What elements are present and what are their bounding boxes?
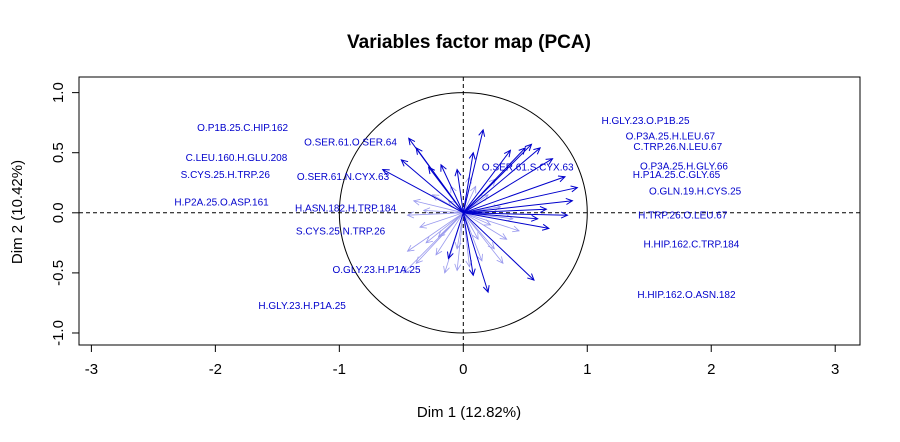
- variable-arrow: [381, 168, 464, 214]
- variable-arrow: [463, 211, 569, 219]
- x-tick-label: -1: [333, 361, 346, 378]
- variable-label: O.GLY.23.H.P1A.25: [333, 265, 421, 276]
- y-axis-label: Dim 2 (10.42%): [9, 160, 26, 264]
- faint-arrow: [419, 212, 464, 229]
- variable-arrows: [381, 128, 579, 294]
- faint-arrow: [425, 212, 464, 244]
- y-tick-label: 0.0: [50, 202, 67, 223]
- x-tick-label: 2: [707, 361, 715, 378]
- variable-arrow: [462, 212, 535, 281]
- plot-frame: [78, 76, 861, 346]
- variable-arrow: [462, 147, 542, 214]
- variable-label: O.SER.61.N.CYX.63: [297, 172, 390, 183]
- y-tick-label: 1.0: [50, 82, 67, 103]
- y-tick-label: -1.0: [50, 320, 67, 346]
- y-tick-label: -0.5: [50, 260, 67, 286]
- faint-arrow: [412, 198, 464, 214]
- variable-labels: O.P1B.25.C.HIP.162 O.SER.61.O.SER.64 C.LEU…: [174, 116, 741, 312]
- faint-arrows: [403, 175, 520, 274]
- variable-arrow: [463, 197, 574, 214]
- faint-arrow: [422, 207, 464, 215]
- variable-arrow: [454, 168, 464, 213]
- variable-label: S.CYS.25.H.TRP.26: [181, 170, 271, 181]
- variable-label: O.P3A.25.H.GLY.66: [640, 161, 728, 172]
- variable-arrow: [463, 185, 579, 214]
- variable-label: O.SER.61.O.SER.64: [304, 137, 397, 148]
- faint-arrow: [463, 212, 492, 226]
- x-axis: -3 -2 -1 0 1 2 3: [85, 345, 839, 378]
- variable-arrow: [462, 128, 486, 213]
- faint-arrow: [463, 212, 508, 240]
- variable-label: O.SER.61.S.CYX.63: [482, 163, 574, 174]
- faint-arrow: [406, 212, 464, 252]
- variable-label: O.P1B.25.C.HIP.162: [197, 123, 288, 134]
- variable-label: C.TRP.26.N.LEU.67: [633, 142, 722, 153]
- x-tick-label: 3: [831, 361, 839, 378]
- faint-arrow: [462, 212, 504, 265]
- chart-title: Variables factor map (PCA): [347, 32, 591, 53]
- x-tick-label: -3: [85, 361, 98, 378]
- variable-arrow: [446, 212, 464, 260]
- x-axis-label: Dim 1 (12.82%): [417, 404, 521, 421]
- faint-arrow: [462, 212, 479, 241]
- variable-label: O.GLN.19.H.CYS.25: [649, 187, 742, 198]
- variable-label: O.P3A.25.H.LEU.67: [626, 131, 716, 142]
- faint-arrow: [462, 185, 477, 213]
- variable-arrow: [462, 151, 476, 213]
- variable-arrow: [463, 205, 548, 214]
- faint-arrow: [454, 212, 464, 250]
- variable-arrow: [462, 212, 476, 277]
- y-tick-label: 0.5: [50, 142, 67, 163]
- unit-circle: [338, 92, 588, 334]
- variable-label: S.CYS.25.N.TRP.26: [296, 226, 386, 237]
- faint-arrow: [454, 212, 464, 272]
- variable-label: H.GLY.23.H.P1A.25: [258, 301, 346, 312]
- faint-arrow: [435, 212, 464, 256]
- x-tick-label: -2: [209, 361, 222, 378]
- variable-label: H.GLY.23.O.P1B.25: [602, 116, 690, 127]
- faint-arrow: [463, 212, 520, 233]
- variable-arrow: [440, 163, 464, 214]
- y-axis: -1.0 -0.5 0.0 0.5 1.0: [50, 82, 79, 346]
- variable-label: C.LEU.160.H.GLU.208: [186, 153, 288, 164]
- faint-arrow: [462, 212, 483, 262]
- variable-arrow: [462, 212, 490, 294]
- variable-label: H.P2A.25.O.ASP.161: [174, 197, 269, 208]
- variable-arrow: [400, 159, 464, 214]
- variable-label: H.ASN.182.H.TRP.184: [295, 203, 396, 214]
- variable-arrow: [463, 212, 550, 231]
- variable-label: H.P1A.25.C.GLY.65: [633, 170, 721, 181]
- x-tick-label: 0: [459, 361, 467, 378]
- variable-arrow: [427, 166, 464, 214]
- variable-arrow: [462, 149, 512, 214]
- variable-label: H.HIP.162.C.TRP.184: [644, 240, 740, 251]
- variable-arrow: [463, 212, 539, 222]
- variable-arrow: [462, 143, 533, 214]
- variable-label: H.HIP.162.O.ASN.182: [637, 290, 736, 301]
- variable-arrow: [463, 158, 554, 214]
- variable-arrow: [463, 175, 567, 214]
- x-tick-label: 1: [583, 361, 591, 378]
- variable-label: H.TRP.26.O.LEU.67: [638, 211, 728, 222]
- faint-arrow: [415, 212, 464, 264]
- faint-arrow: [406, 211, 464, 219]
